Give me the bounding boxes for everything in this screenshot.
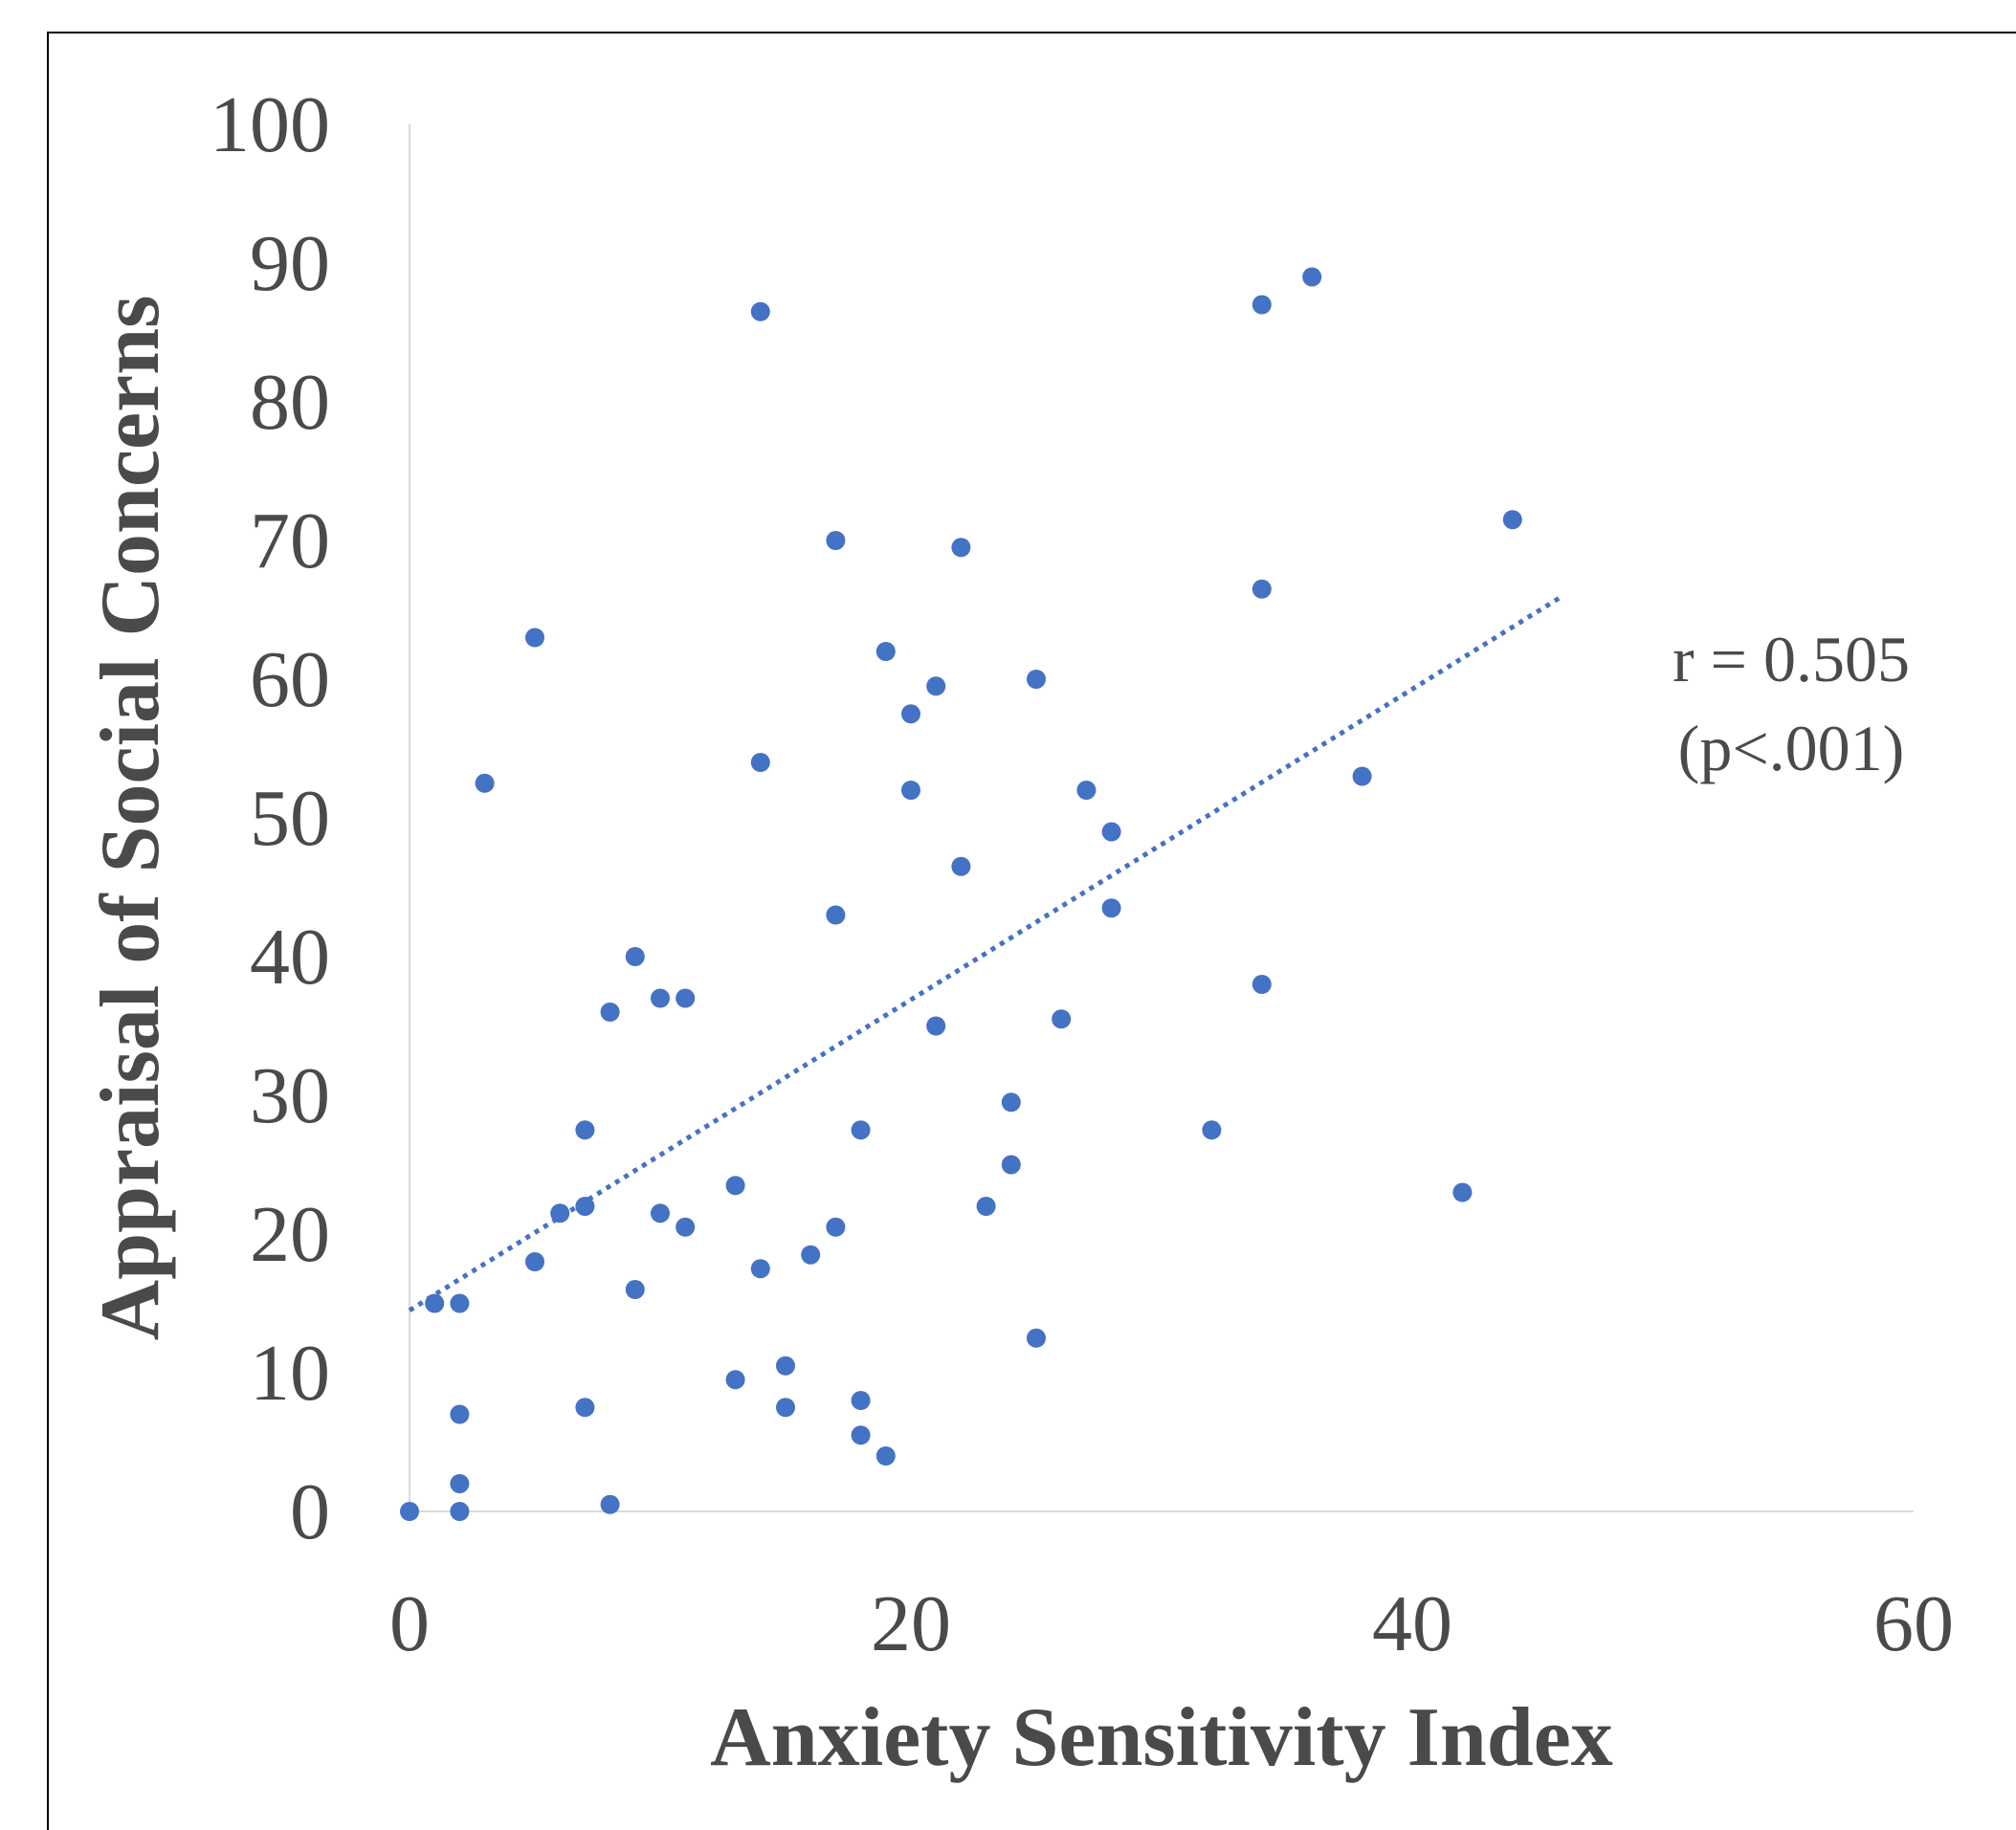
p-value-label: (p<.001)	[1678, 712, 1905, 784]
y-tick-label: 70	[250, 496, 330, 585]
data-point	[1101, 822, 1121, 842]
data-point	[851, 1391, 871, 1410]
data-point	[575, 1398, 595, 1418]
data-point	[575, 1120, 595, 1140]
data-point	[1502, 510, 1522, 530]
x-tick-label: 0	[389, 1579, 430, 1668]
data-point	[1027, 1328, 1046, 1348]
y-tick-label: 0	[290, 1467, 330, 1556]
data-point	[725, 1176, 745, 1196]
data-point	[875, 1446, 896, 1466]
trendline	[408, 593, 1564, 1312]
data-point	[875, 642, 896, 661]
data-point	[951, 538, 971, 558]
data-point	[676, 1217, 696, 1237]
data-point	[976, 1197, 996, 1216]
data-point	[1001, 1092, 1021, 1113]
y-tick-label: 100	[210, 80, 330, 169]
data-point	[400, 1502, 419, 1521]
data-point	[851, 1120, 871, 1140]
data-point	[1252, 295, 1272, 315]
data-point	[425, 1293, 445, 1313]
data-point	[450, 1474, 470, 1493]
data-point	[1352, 766, 1372, 786]
data-point	[1101, 898, 1121, 918]
data-point	[676, 988, 696, 1008]
axes	[409, 124, 1914, 1512]
trendline-group	[408, 593, 1564, 1312]
data-point	[776, 1356, 795, 1376]
data-point	[951, 856, 971, 876]
data-point	[1076, 781, 1097, 800]
data-point	[625, 1280, 645, 1299]
x-axis-title: Anxiety Sensitivity Index	[710, 1691, 1613, 1784]
data-point	[926, 1016, 946, 1036]
data-point	[901, 704, 920, 724]
data-point	[776, 1398, 795, 1418]
y-tick-label: 90	[250, 219, 330, 308]
x-tick-label: 40	[1372, 1579, 1452, 1668]
data-point	[1252, 579, 1272, 599]
data-point	[826, 905, 846, 925]
chart-frame	[47, 32, 2016, 1830]
y-tick-label: 60	[250, 635, 330, 724]
data-point	[1027, 670, 1046, 689]
data-point	[450, 1293, 470, 1313]
data-point	[1001, 1155, 1021, 1175]
data-point	[750, 1259, 770, 1279]
data-point	[600, 1494, 620, 1514]
data-point	[1252, 975, 1272, 994]
y-tick-label: 40	[250, 913, 330, 1002]
data-point	[801, 1245, 821, 1265]
data-point	[575, 1197, 595, 1216]
data-point	[1202, 1120, 1222, 1140]
y-tick-label: 30	[250, 1051, 330, 1140]
y-tick-label: 50	[250, 774, 330, 863]
data-point	[826, 531, 846, 550]
data-point	[926, 676, 946, 696]
y-tick-label: 80	[250, 358, 330, 447]
y-axis-title: Appraisal of Social Concerns	[84, 296, 177, 1341]
data-point	[750, 301, 770, 321]
data-point	[901, 781, 920, 800]
data-point	[475, 773, 495, 793]
data-point	[1302, 267, 1322, 287]
data-point	[851, 1425, 871, 1445]
x-tick-label: 60	[1873, 1579, 1954, 1668]
y-tick-label: 10	[250, 1329, 330, 1418]
data-point	[525, 1252, 544, 1271]
data-point	[750, 753, 770, 772]
data-point	[450, 1404, 470, 1424]
y-tick-label: 20	[250, 1190, 330, 1279]
data-point	[625, 947, 645, 966]
x-tick-label: 20	[871, 1579, 951, 1668]
data-point	[450, 1502, 470, 1521]
data-point	[725, 1370, 745, 1390]
data-point	[651, 1203, 670, 1224]
points-group	[400, 267, 1522, 1521]
data-point	[600, 1003, 620, 1022]
data-point	[1052, 1009, 1072, 1029]
labels-group: 0 10 20 30 40 50 60 70 80 90 100 0 20 40 60 Anxiety Sen…	[84, 80, 1954, 1784]
data-point	[1452, 1182, 1473, 1202]
data-point	[525, 628, 544, 648]
data-point	[651, 988, 670, 1008]
correlation-label: r = 0.505	[1673, 623, 1910, 695]
data-point	[550, 1203, 570, 1224]
data-point	[826, 1217, 846, 1237]
